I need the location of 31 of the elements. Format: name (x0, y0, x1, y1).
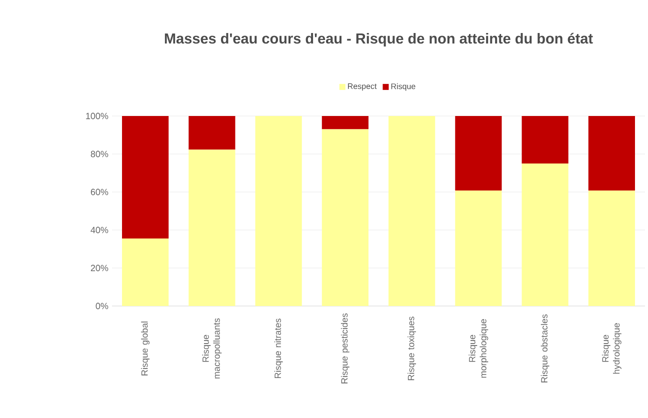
x-tick-label: Risque nitrates (274, 318, 283, 378)
chart-title: Masses d'eau cours d'eau - Risque de non atteinte du bon état (164, 32, 593, 47)
y-tick-label: 60% (90, 188, 108, 196)
bar (455, 116, 502, 190)
y-tick-label: 0% (96, 302, 108, 310)
x-tick-label: Risque hydrologique (602, 323, 622, 374)
x-tick-label: Risque obstacles (540, 314, 550, 382)
bar (388, 116, 436, 306)
legend-label: Respect (348, 83, 377, 91)
x-tick-label: Risque macropolluants (202, 318, 222, 378)
bar (188, 150, 236, 306)
bar (322, 129, 368, 306)
bar (122, 116, 169, 239)
bar (522, 116, 568, 164)
bar (255, 116, 302, 306)
x-tick-label: Risque toxiques (408, 316, 416, 380)
bar (588, 116, 635, 190)
bar (455, 190, 502, 306)
y-tick-label: 20% (90, 264, 108, 272)
bar (522, 164, 568, 306)
x-tick-label: Risque morphologique (468, 319, 488, 378)
bar (588, 190, 635, 306)
legend-label: Risque (391, 83, 416, 91)
x-tick-label: Risque pesticides (340, 313, 350, 384)
x-tick-label: Risque global (141, 322, 150, 376)
y-tick-label: 40% (90, 226, 108, 234)
bar (188, 116, 236, 150)
y-tick-label: 100% (86, 112, 108, 120)
y-tick-label: 80% (90, 150, 108, 158)
bar (122, 238, 169, 306)
bar (322, 116, 368, 130)
